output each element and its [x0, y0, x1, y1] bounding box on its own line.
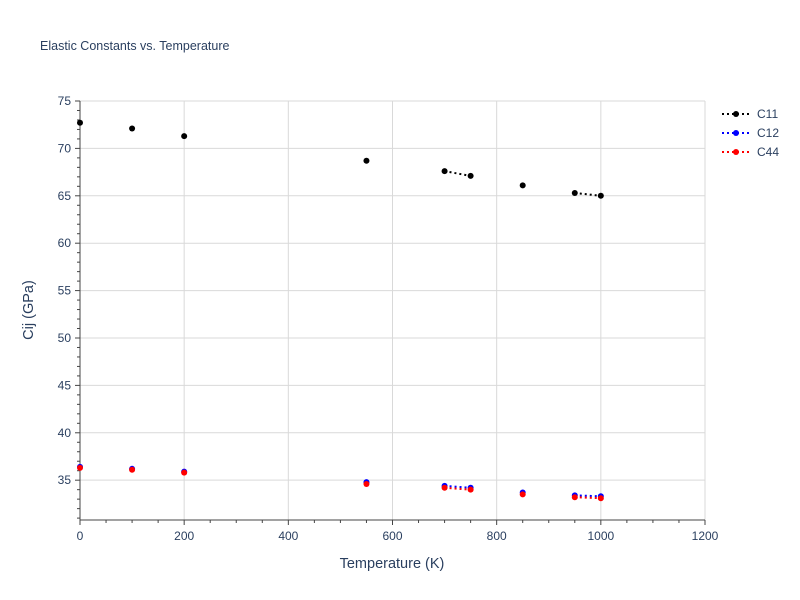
- data-point-c44[interactable]: [77, 464, 83, 471]
- data-point-c11[interactable]: [181, 133, 188, 140]
- y-axis-title: Cij (GPa): [21, 280, 37, 340]
- x-tick-label: 200: [174, 529, 194, 543]
- series-line-c44: [444, 486, 471, 491]
- legend-marker: [733, 130, 739, 136]
- x-tick-label: 800: [487, 529, 507, 543]
- x-tick-label: 0: [77, 529, 84, 543]
- legend-item-c12[interactable]: C12: [722, 126, 779, 140]
- y-tick-label: 40: [58, 426, 72, 440]
- series-points: [77, 119, 604, 502]
- legend-item-c44[interactable]: C44: [722, 145, 779, 159]
- data-point-c11[interactable]: [571, 189, 578, 196]
- y-tick-label: 70: [58, 141, 72, 155]
- data-point-c44[interactable]: [467, 486, 474, 493]
- series-line-c44: [574, 496, 601, 500]
- legend-item-c11[interactable]: C11: [722, 107, 778, 121]
- chart-title: Elastic Constants vs. Temperature: [40, 39, 229, 53]
- y-tick-label: 50: [58, 331, 72, 345]
- data-point-c11[interactable]: [467, 172, 474, 179]
- series-lines: [444, 170, 601, 500]
- data-point-c44[interactable]: [571, 494, 578, 501]
- data-point-c44[interactable]: [129, 466, 136, 473]
- data-point-c44[interactable]: [181, 469, 188, 476]
- legend-marker: [733, 149, 739, 155]
- y-tick-label: 60: [58, 236, 72, 250]
- x-tick-labels: 0 200 400 600 800 1000 1200: [77, 529, 719, 543]
- legend-marker: [733, 111, 739, 117]
- data-point-c44[interactable]: [519, 491, 526, 498]
- y-tick-label: 35: [58, 473, 72, 487]
- data-point-c11[interactable]: [77, 119, 83, 126]
- legend[interactable]: C11 C12 C44: [722, 107, 779, 159]
- data-point-c44[interactable]: [363, 480, 370, 487]
- y-tick-label: 55: [58, 284, 72, 298]
- data-point-c11[interactable]: [597, 192, 604, 199]
- data-point-c11[interactable]: [441, 168, 448, 175]
- x-axis-title: Temperature (K): [340, 556, 445, 572]
- y-tick-labels: 35 40 45 50 55 60 65 70 75: [58, 94, 72, 487]
- legend-label: C44: [757, 145, 779, 159]
- data-point-c11[interactable]: [519, 182, 526, 189]
- x-tick-label: 400: [278, 529, 298, 543]
- series-line-c12: [444, 484, 471, 489]
- series-line-c12: [574, 494, 601, 498]
- y-tick-label: 65: [58, 189, 72, 203]
- legend-label: C12: [757, 126, 779, 140]
- series-line-c11: [574, 191, 601, 197]
- x-tick-label: 600: [382, 529, 402, 543]
- data-point-c44[interactable]: [441, 484, 448, 491]
- x-tick-label: 1200: [692, 529, 719, 543]
- axes: [75, 100, 706, 525]
- data-point-c11[interactable]: [363, 157, 370, 164]
- legend-label: C11: [757, 107, 778, 121]
- x-tick-label: 1000: [587, 529, 614, 543]
- data-point-c11[interactable]: [129, 125, 136, 132]
- data-point-c44[interactable]: [597, 495, 604, 502]
- y-tick-label: 75: [58, 94, 72, 108]
- y-tick-label: 45: [58, 378, 72, 392]
